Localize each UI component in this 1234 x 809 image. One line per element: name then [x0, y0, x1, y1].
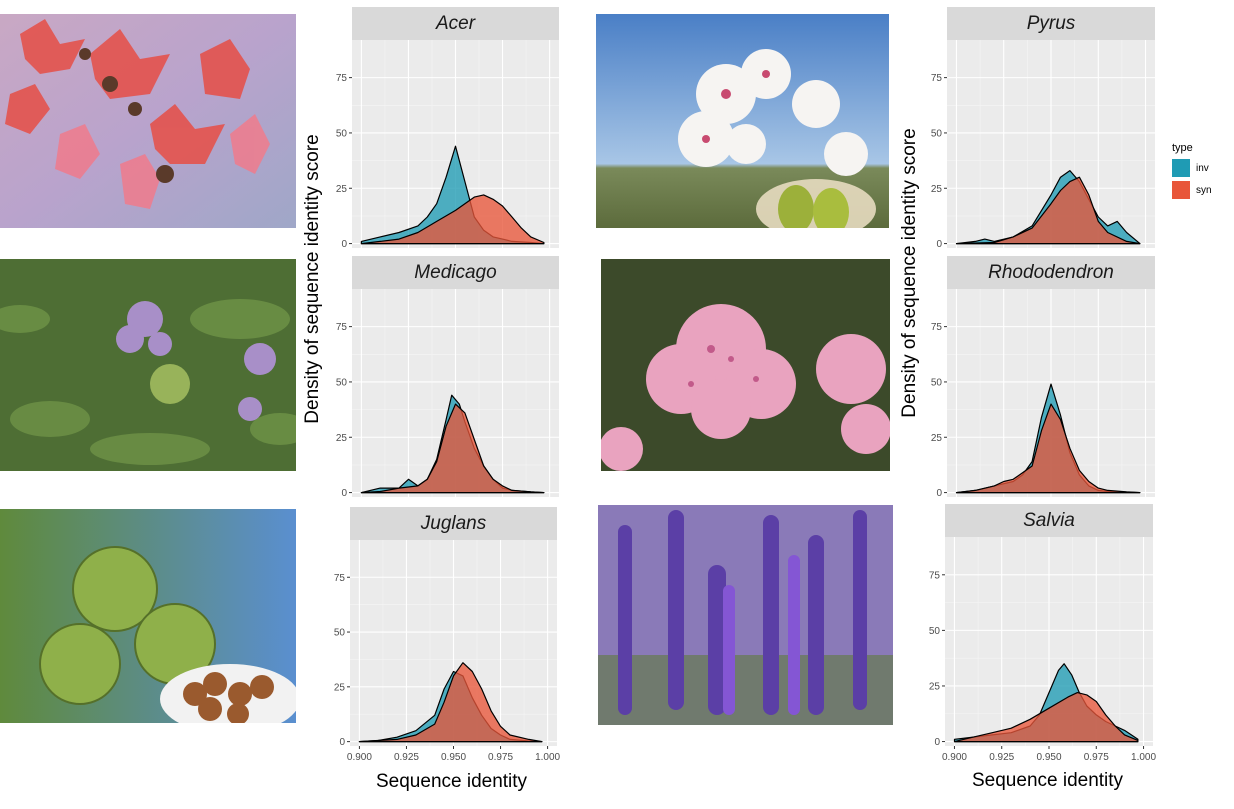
y-tick-label: 75 — [336, 73, 348, 84]
x-tick-label: 0.975 — [488, 752, 513, 763]
y-tick-label: 25 — [336, 184, 348, 195]
y-tick-label: 50 — [336, 128, 348, 139]
chart-panel-medicago — [352, 289, 559, 497]
legend-swatch-inv — [1172, 159, 1190, 177]
x-axis-title-left: Sequence identity — [376, 771, 528, 792]
pear-blossom-icon — [596, 14, 889, 228]
photo-salvia — [598, 505, 893, 725]
salvia-flower-icon — [598, 505, 893, 725]
x-tick-label: 1.000 — [1131, 752, 1156, 763]
density-area-pyrus-syn — [955, 176, 1141, 245]
density-area-acer-syn — [360, 194, 545, 245]
x-axis-title-right: Sequence identity — [972, 770, 1124, 791]
x-tick-label: 0.925 — [394, 752, 419, 763]
chart-panel-salvia — [945, 537, 1153, 746]
facet-strip-salvia: Salvia — [945, 504, 1153, 537]
y-tick-label: 0 — [339, 737, 345, 748]
y-tick-label: 50 — [931, 377, 943, 388]
y-tick-label: 75 — [336, 322, 348, 333]
y-tick-label: 0 — [341, 488, 347, 499]
y-tick-label: 0 — [936, 488, 942, 499]
legend-item-inv: inv — [1172, 157, 1212, 179]
y-tick-label: 25 — [334, 682, 346, 693]
y-tick-label: 0 — [936, 239, 942, 250]
y-tick-label: 50 — [336, 377, 348, 388]
facet-strip-medicago: Medicago — [352, 256, 559, 289]
legend-label-inv: inv — [1196, 162, 1209, 174]
photo-rhododendron — [601, 259, 890, 471]
y-tick-label: 75 — [931, 73, 943, 84]
legend-title: type — [1172, 142, 1193, 154]
y-tick-label: 75 — [334, 573, 346, 584]
y-tick-label: 75 — [931, 322, 943, 333]
rhododendron-flower-icon — [601, 259, 890, 471]
legend-swatch-syn — [1172, 181, 1190, 199]
legend-item-syn: syn — [1172, 179, 1212, 201]
density-area-salvia-syn — [953, 692, 1139, 743]
x-tick-label: 1.000 — [535, 752, 560, 763]
y-tick-label: 0 — [934, 737, 940, 748]
density-area-juglans-syn — [358, 662, 543, 743]
legend: type inv syn — [1172, 142, 1212, 201]
alfalfa-flower-icon — [0, 259, 296, 471]
y-tick-label: 25 — [931, 433, 943, 444]
facet-strip-pyrus: Pyrus — [947, 7, 1155, 40]
y-tick-label: 50 — [931, 128, 943, 139]
y-tick-label: 0 — [341, 239, 347, 250]
y-tick-label: 25 — [929, 681, 941, 692]
photo-medicago — [0, 259, 296, 471]
y-tick-label: 25 — [336, 433, 348, 444]
grid-acer — [352, 40, 559, 248]
y-tick-label: 75 — [929, 570, 941, 581]
chart-panel-rhododendron — [947, 289, 1155, 497]
density-area-rhododendron-syn — [955, 403, 1141, 494]
photo-juglans — [0, 509, 296, 723]
x-tick-label: 0.950 — [1036, 752, 1061, 763]
y-tick-label: 50 — [929, 626, 941, 637]
chart-panel-pyrus — [947, 40, 1155, 248]
x-tick-label: 0.975 — [1084, 752, 1109, 763]
photo-pyrus — [596, 14, 889, 228]
maple-leaf-icon — [0, 14, 296, 228]
facet-strip-juglans: Juglans — [350, 507, 557, 540]
x-tick-label: 0.900 — [347, 752, 372, 763]
y-tick-label: 50 — [334, 628, 346, 639]
legend-label-syn: syn — [1196, 184, 1212, 196]
chart-panel-acer — [352, 40, 559, 248]
chart-panel-juglans — [350, 540, 557, 746]
x-tick-label: 0.950 — [441, 752, 466, 763]
facet-strip-rhododendron: Rhododendron — [947, 256, 1155, 289]
x-tick-label: 0.925 — [989, 752, 1014, 763]
x-tick-label: 0.900 — [942, 752, 967, 763]
facet-strip-acer: Acer — [352, 7, 559, 40]
density-area-medicago-syn — [360, 403, 545, 494]
y-axis-title-right: Density of sequence identity score — [899, 128, 920, 418]
y-tick-label: 25 — [931, 184, 943, 195]
y-axis-title-left: Density of sequence identity score — [302, 134, 323, 424]
photo-acer — [0, 14, 296, 228]
walnut-icon — [0, 509, 296, 723]
